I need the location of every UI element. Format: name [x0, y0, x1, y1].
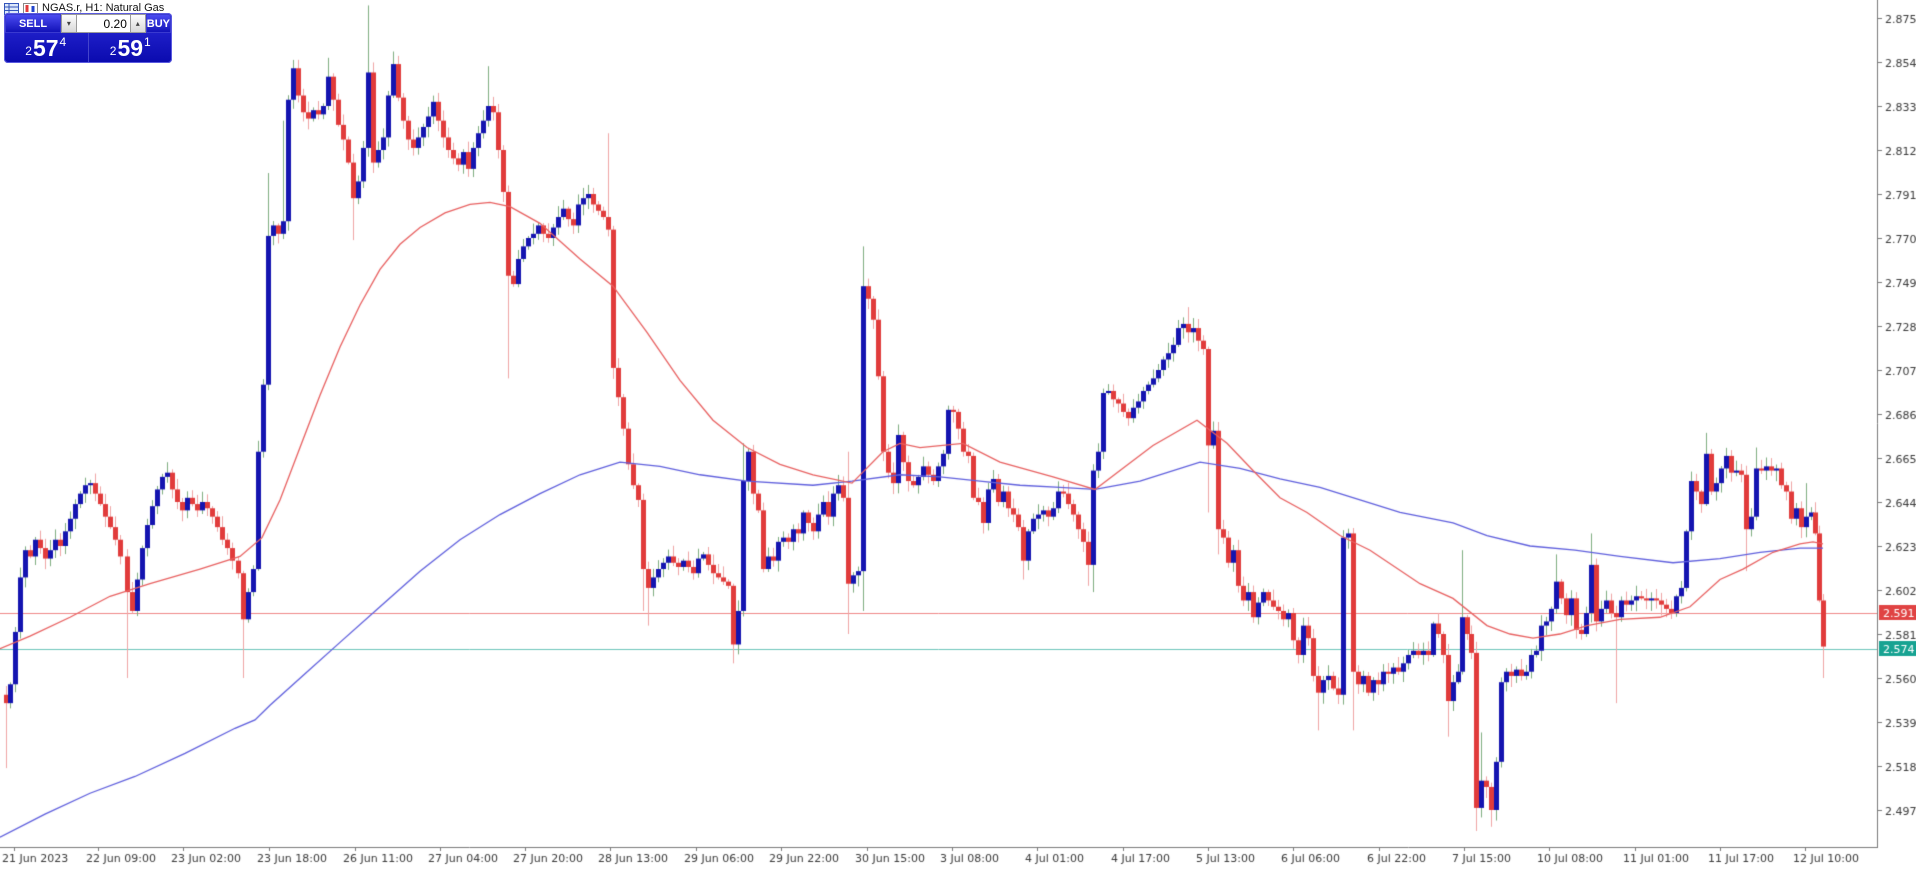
sell-price-main: 57	[32, 34, 59, 61]
one-click-trading-panel: SELL ▾ ▴ BUY 2 57 4 2 59 1	[4, 13, 172, 63]
volume-increase-icon[interactable]: ▴	[129, 14, 146, 33]
quotes-grid-icon[interactable]	[4, 2, 19, 15]
candlestick-chart-icon[interactable]	[23, 2, 38, 15]
sell-price-prefix: 2	[25, 44, 32, 58]
buy-button[interactable]: BUY	[145, 14, 171, 33]
sell-price[interactable]: 2 57 4	[4, 33, 89, 62]
sell-price-sup: 4	[59, 35, 67, 49]
volume-decrease-icon[interactable]: ▾	[61, 14, 77, 33]
volume-input[interactable]	[76, 14, 130, 33]
buy-price-sup: 1	[144, 35, 151, 49]
chart-title: NGAS.r, H1: Natural Gas	[42, 1, 165, 14]
chart-title-bar: NGAS.r, H1: Natural Gas	[4, 1, 165, 15]
buy-price-prefix: 2	[109, 44, 117, 58]
buy-price[interactable]: 2 59 1	[89, 33, 173, 62]
buy-price-main: 59	[117, 34, 144, 61]
sell-button[interactable]: SELL	[5, 14, 61, 33]
